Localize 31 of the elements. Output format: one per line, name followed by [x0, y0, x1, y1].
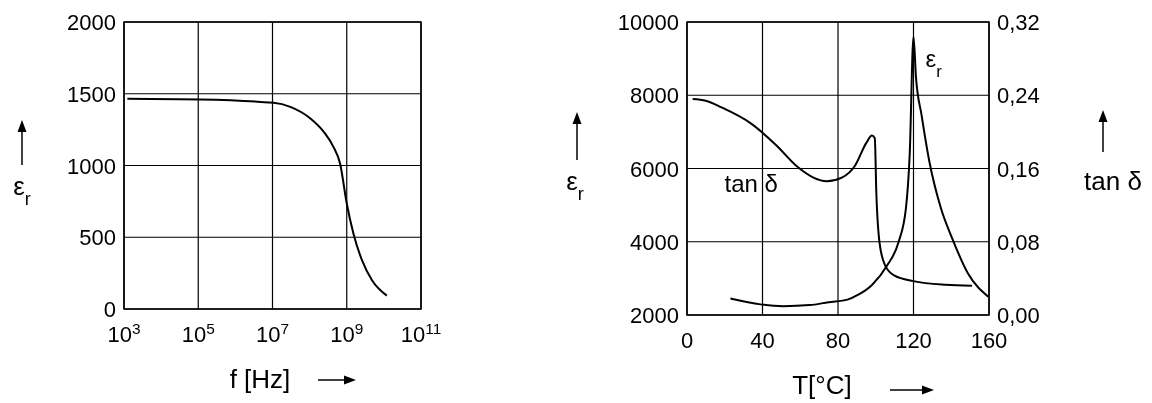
y-tick-label: 2000 — [67, 10, 116, 35]
x-tick-label: 120 — [895, 328, 932, 353]
x-tick-label: 10$^{5}$ — [181, 319, 215, 347]
y-tick-label: 0 — [103, 297, 116, 322]
x-tick-label: 10$^{11}$ — [400, 319, 442, 347]
y-tick-label: 10000 — [617, 10, 679, 35]
y2-tick-label: 0,32 — [997, 10, 1040, 35]
y-tick-label: 1500 — [67, 81, 116, 107]
y-tick-label: 8000 — [630, 83, 679, 109]
x-tick-label: 80 — [825, 328, 851, 353]
x-tick-label: 10$^{9}$ — [330, 319, 364, 347]
y2-tick-label: 0,16 — [997, 156, 1040, 182]
series-label: tan δ — [724, 169, 778, 197]
x-tick-label: 10$^{7}$ — [255, 319, 290, 347]
y-tick-label: 2000 — [630, 303, 679, 328]
y-tick-label: 500 — [79, 225, 116, 251]
y2-tick-label: 0,00 — [997, 303, 1040, 328]
x-axis-title: f [Hz] — [229, 364, 291, 394]
series-label: ε$_{r}$ — [925, 44, 943, 81]
y-axis-title: ε$_{r}$ — [13, 171, 31, 209]
y2-axis-title: tan δ — [1084, 166, 1142, 196]
x-axis-title: T[°C] — [792, 370, 852, 400]
x-tick-label: 10$^{3}$ — [107, 319, 141, 347]
y2-tick-label: 0,08 — [997, 229, 1040, 255]
y-tick-label: 1000 — [67, 153, 116, 179]
y-tick-label: 6000 — [630, 156, 679, 182]
x-tick-label: 40 — [750, 328, 775, 353]
y-axis-title: ε$_{r}$ — [566, 166, 584, 204]
y-tick-label: 4000 — [630, 229, 679, 255]
x-tick-label: 160 — [970, 328, 1008, 353]
y2-tick-label: 0,24 — [997, 83, 1040, 109]
